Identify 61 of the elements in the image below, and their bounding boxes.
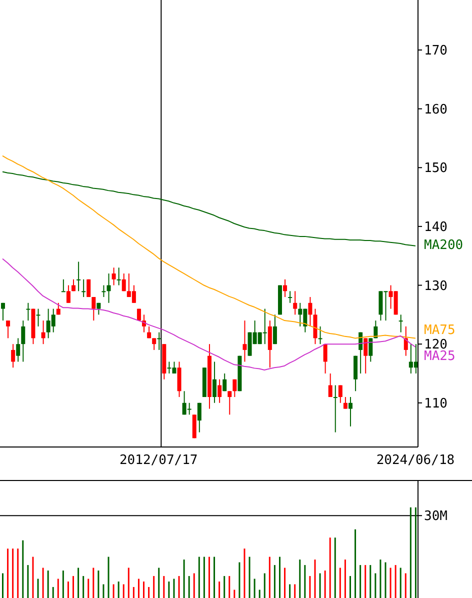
candlestick	[272, 314, 277, 345]
x-tick-label: 2024/06/18	[376, 453, 455, 468]
y-tick-label: 170	[424, 44, 448, 59]
candlestick	[66, 284, 70, 304]
candlestick	[283, 278, 288, 298]
candlestick	[197, 402, 202, 433]
candlestick	[21, 320, 26, 362]
candlestick	[212, 361, 217, 404]
candlestick	[26, 302, 30, 322]
candlestick	[116, 267, 121, 286]
candlestick	[368, 338, 373, 362]
candlestick	[308, 296, 312, 327]
y-tick-label: 160	[424, 102, 448, 118]
candlestick	[404, 326, 408, 356]
y-tick-label: 140	[424, 220, 448, 236]
candlestick	[232, 378, 237, 398]
candlestick	[61, 278, 66, 292]
candlestick	[82, 278, 86, 298]
y-tick-label: 130	[424, 278, 448, 294]
candlestick	[313, 308, 318, 345]
line-series	[2, 171, 416, 246]
candlestick	[102, 284, 106, 298]
candlestick	[152, 338, 156, 350]
candlestick	[328, 372, 332, 398]
candlestick	[6, 320, 10, 339]
candlestick	[268, 320, 272, 368]
candlestick	[354, 355, 358, 392]
candlestick	[76, 261, 81, 292]
candlestick	[41, 320, 46, 345]
y-tick-label: 110	[424, 396, 448, 412]
candlestick	[222, 372, 227, 392]
candlestick	[398, 314, 403, 333]
candlestick	[333, 384, 338, 433]
y-tick-label: 30M	[424, 509, 448, 524]
candlestick	[293, 290, 298, 316]
candlestick	[122, 272, 126, 292]
candlestick	[318, 326, 322, 345]
candlestick	[323, 344, 328, 374]
candlestick	[157, 332, 162, 350]
series-label: MA75	[424, 323, 456, 338]
x-tick-label: 2012/07/17	[120, 453, 198, 468]
candlestick	[228, 390, 232, 416]
candlestick	[288, 290, 292, 304]
line-series	[2, 258, 416, 370]
candlestick	[92, 296, 96, 322]
candlestick	[192, 414, 196, 439]
candlestick	[348, 396, 352, 427]
candlestick	[177, 361, 182, 398]
candlestick	[218, 378, 222, 404]
candlestick	[343, 396, 348, 410]
candlestick	[242, 320, 247, 362]
candlestick	[364, 338, 368, 374]
candlestick	[11, 344, 16, 368]
candlestick	[112, 267, 116, 286]
candlestick	[36, 308, 40, 327]
candlestick	[16, 338, 20, 362]
candlestick	[1, 302, 5, 322]
y-tick-label: 150	[424, 161, 448, 176]
candlestick	[106, 272, 111, 304]
series-label: MA200	[424, 238, 464, 254]
candlestick	[338, 384, 342, 404]
